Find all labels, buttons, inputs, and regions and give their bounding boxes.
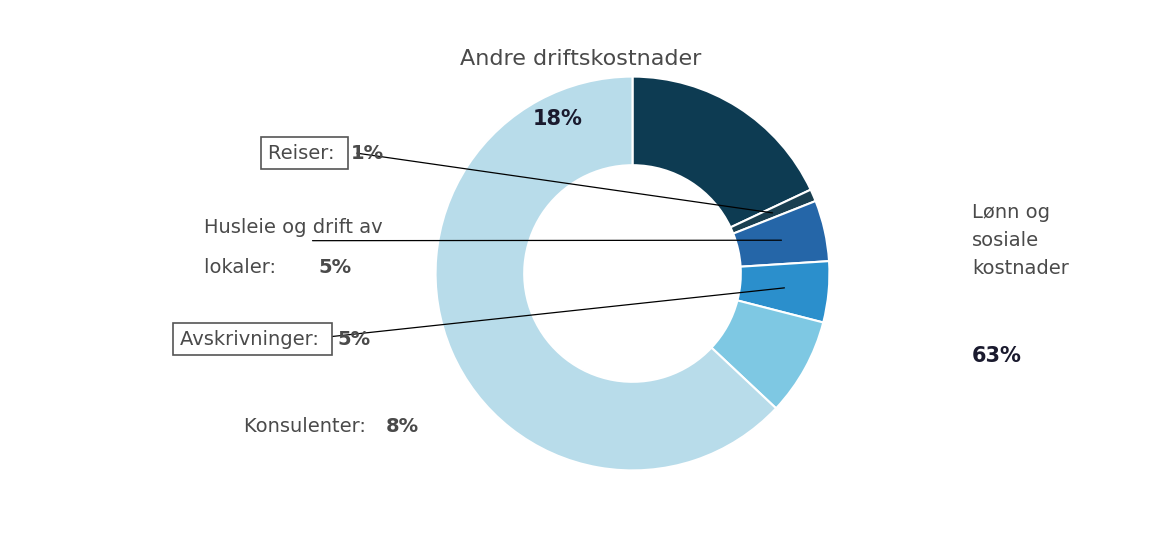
Wedge shape	[730, 190, 815, 234]
Wedge shape	[632, 77, 811, 228]
Wedge shape	[436, 77, 776, 470]
Text: Reiser:: Reiser:	[268, 144, 340, 162]
Text: 8%: 8%	[385, 417, 419, 436]
Wedge shape	[734, 201, 829, 267]
Text: Konsulenter:: Konsulenter:	[244, 417, 371, 436]
Text: 1%: 1%	[351, 144, 384, 162]
Text: 5%: 5%	[319, 258, 352, 277]
Wedge shape	[712, 300, 823, 408]
Text: Avskrivninger:: Avskrivninger:	[179, 330, 324, 348]
Text: 63%: 63%	[972, 346, 1021, 365]
Text: 18%: 18%	[532, 109, 583, 130]
Text: Husleie og drift av: Husleie og drift av	[205, 218, 383, 237]
Wedge shape	[737, 261, 829, 323]
Text: Lønn og
sosiale
kostnader: Lønn og sosiale kostnader	[972, 203, 1068, 278]
Text: 5%: 5%	[337, 330, 370, 348]
Text: lokaler:: lokaler:	[205, 258, 283, 277]
Text: Andre driftskostnader: Andre driftskostnader	[460, 49, 702, 69]
